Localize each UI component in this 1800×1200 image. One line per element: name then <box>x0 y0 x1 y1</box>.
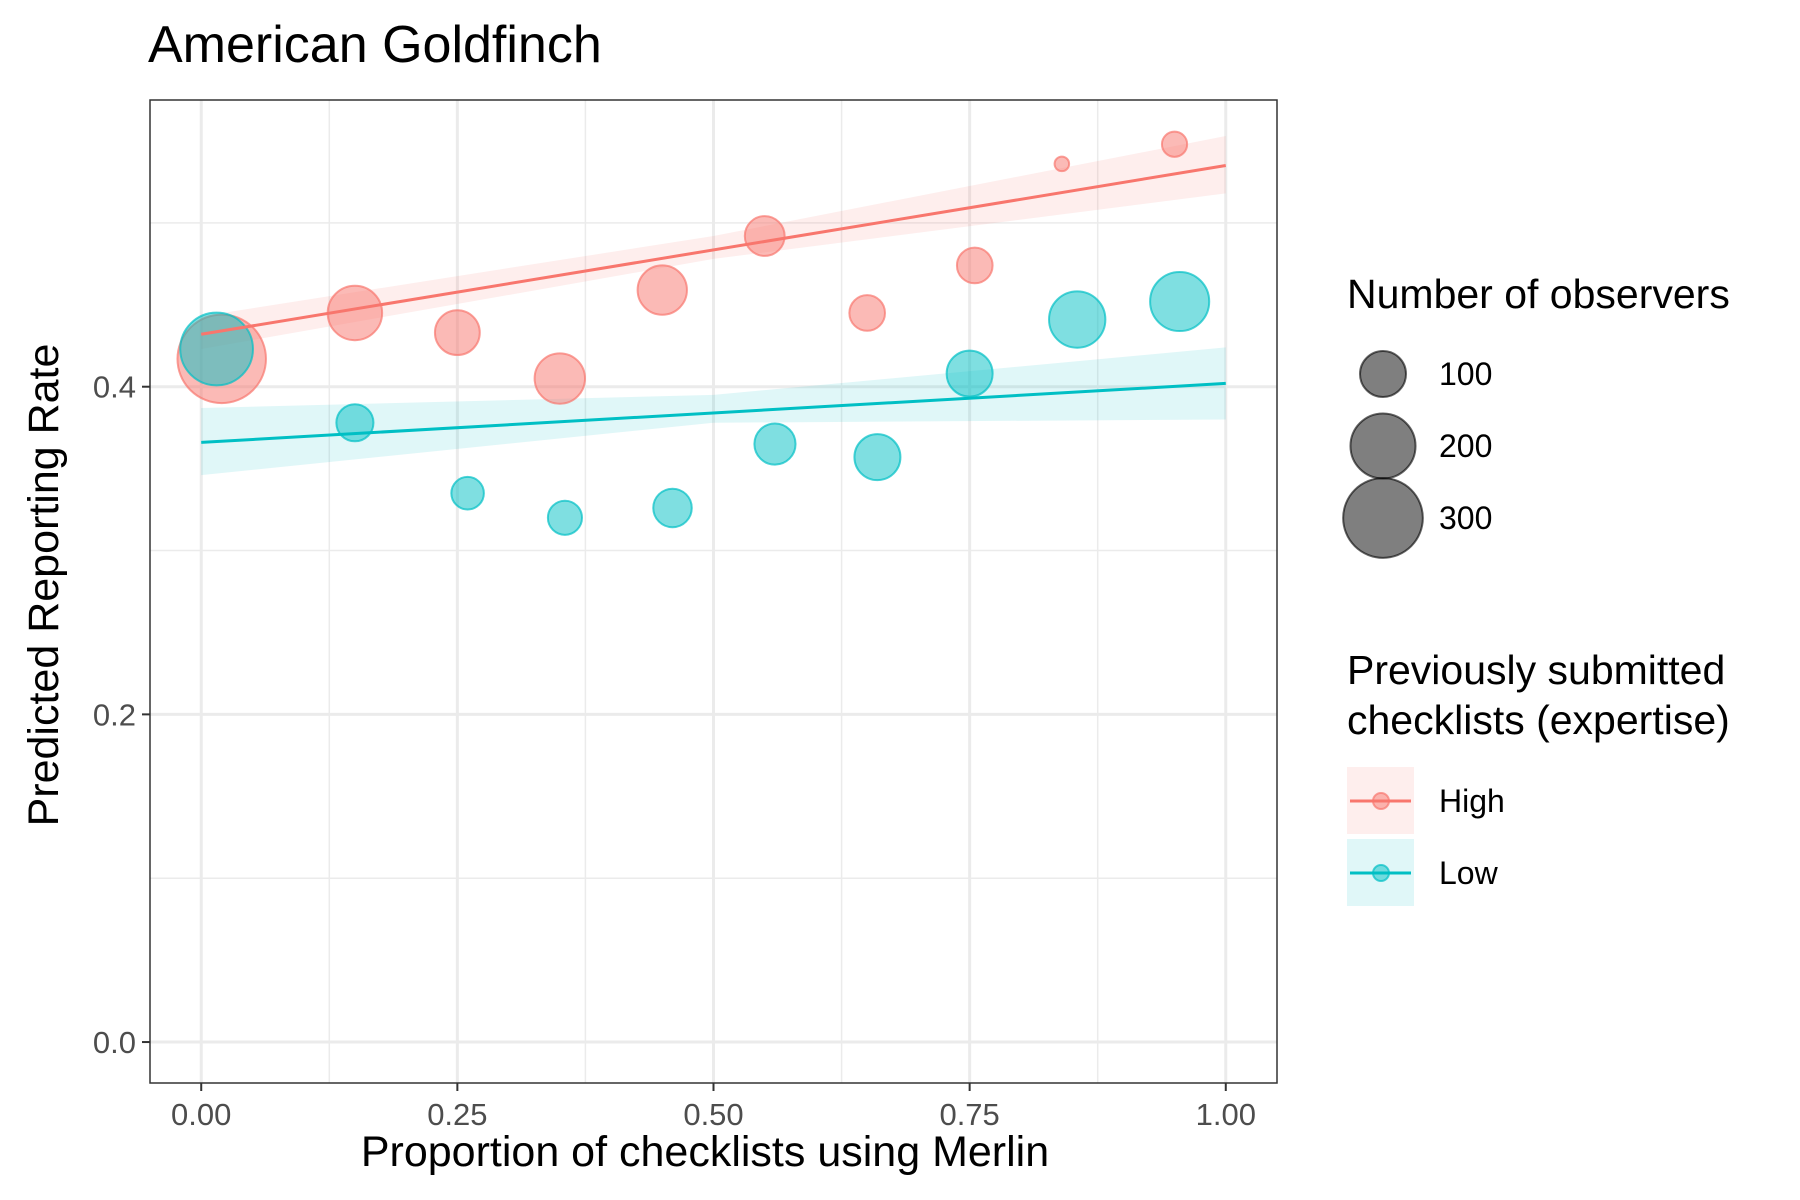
data-point-low <box>945 349 994 398</box>
confidence-ribbon-high <box>201 136 1226 350</box>
color-legend-title: Previously submitted <box>1347 647 1725 693</box>
size-legend-label: 200 <box>1439 428 1492 464</box>
data-point-low <box>450 475 485 511</box>
x-tick-label: 0.25 <box>427 1097 487 1132</box>
data-point-high <box>848 294 886 332</box>
size-legend-label: 300 <box>1439 500 1492 536</box>
size-legend-key-circle <box>1349 412 1417 480</box>
size-legend-key-circle <box>1342 477 1424 559</box>
y-tick-label: 0.0 <box>93 1025 136 1060</box>
data-point-high <box>533 352 587 405</box>
data-point-low <box>753 422 797 466</box>
x-tick-label: 0.75 <box>939 1097 999 1132</box>
data-point-high <box>955 246 994 285</box>
color-legend-title: checklists (expertise) <box>1347 697 1730 743</box>
data-point-low <box>1048 290 1107 349</box>
data-point-high <box>1160 130 1189 158</box>
color-legend-key-point <box>1372 792 1390 810</box>
data-point-low <box>179 311 254 387</box>
color-legend-label: Low <box>1439 855 1499 891</box>
data-point-low <box>853 433 902 482</box>
x-axis-title: Proportion of checklists using Merlin <box>361 1128 1049 1176</box>
data-point-high <box>433 309 481 357</box>
legend: Number of observers 100 200 300 Previously s… <box>1342 271 1730 906</box>
data-point-low <box>546 499 583 536</box>
color-legend-label: High <box>1439 783 1505 819</box>
chart-title: American Goldfinch <box>148 16 602 74</box>
size-legend-key-circle <box>1359 350 1407 398</box>
x-tick-label: 0.00 <box>171 1097 231 1132</box>
x-tick-label: 0.50 <box>683 1097 743 1132</box>
color-legend-key-point <box>1372 864 1390 882</box>
y-tick-label: 0.4 <box>93 370 136 405</box>
data-point-high <box>743 215 786 257</box>
data-point-low <box>652 487 693 529</box>
plot-area: 0.00 0.25 0.50 0.75 1.00 0.0 0.2 0.4 <box>93 99 1278 1132</box>
size-legend-label: 100 <box>1439 356 1492 392</box>
y-axis-title: Predicted Reporting Rate <box>20 344 68 827</box>
trend-line-low <box>201 381 1226 444</box>
size-legend-title: Number of observers <box>1347 271 1730 317</box>
y-tick-label: 0.2 <box>93 697 136 732</box>
data-point-high <box>636 264 688 316</box>
trend-line-high <box>200 164 1227 336</box>
data-point-high <box>1053 155 1071 173</box>
x-tick-label: 1.00 <box>1196 1097 1256 1132</box>
data-point-low <box>1149 270 1211 333</box>
